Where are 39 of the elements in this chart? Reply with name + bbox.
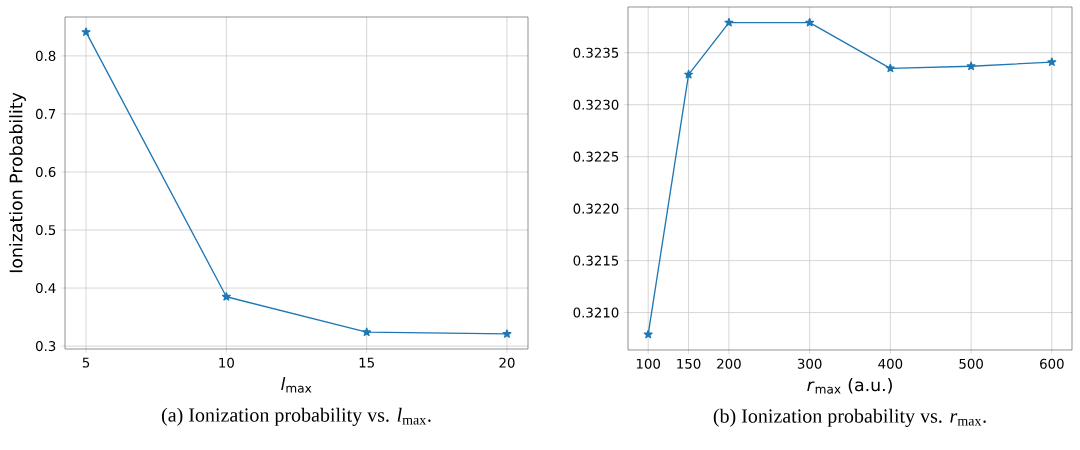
point [643,329,653,339]
y-tick-label: 0.3 [35,341,56,352]
point [1047,57,1057,66]
y-tick-label: 0.5 [35,224,56,236]
y-tick-label: 0.4 [35,283,56,294]
x-tick-label: 100 [636,358,661,369]
x-axis-title: l$_{max}$ [281,376,312,393]
point [502,329,512,338]
point [885,63,895,73]
point [362,327,372,337]
y-tick-label: 0.3210 [573,307,619,318]
y-axis-title: Ionization Probability [9,92,26,273]
x-tick-label: 600 [1040,358,1064,369]
x-axis-title: r$_{max}$ (a.u.) [807,377,892,394]
x-tick-label: 200 [717,358,741,369]
x-tick-label: 15 [359,357,374,368]
text: (b) Ionization probability vs. r$_{max}$. [713,408,986,427]
point [221,292,231,301]
y-tick-label: 0.3220 [573,203,619,214]
x-tick-label: 5 [82,357,90,368]
x-tick-label: 150 [677,358,701,369]
y-tick-label: 0.3225 [573,151,619,162]
point [966,61,976,71]
y-tick-label: 0.3215 [573,255,619,266]
x-tick-label: 300 [797,358,822,369]
y-tick-label: 0.6 [35,166,56,178]
y-tick-label: 0.3230 [573,99,619,110]
x-tick-label: 400 [878,358,903,369]
y-tick-label: 0.3235 [573,47,619,58]
point [724,17,734,27]
x-tick-label: 20 [499,357,515,368]
y-tick-label: 0.8 [35,50,56,61]
point [684,69,694,79]
point [81,27,91,36]
x-tick-label: 500 [959,358,983,369]
text: (a) Ionization probability vs. l$_{max}$. [161,407,431,426]
x-tick-label: 10 [219,357,234,368]
point [805,17,815,27]
y-tick-label: 0.7 [35,108,56,119]
